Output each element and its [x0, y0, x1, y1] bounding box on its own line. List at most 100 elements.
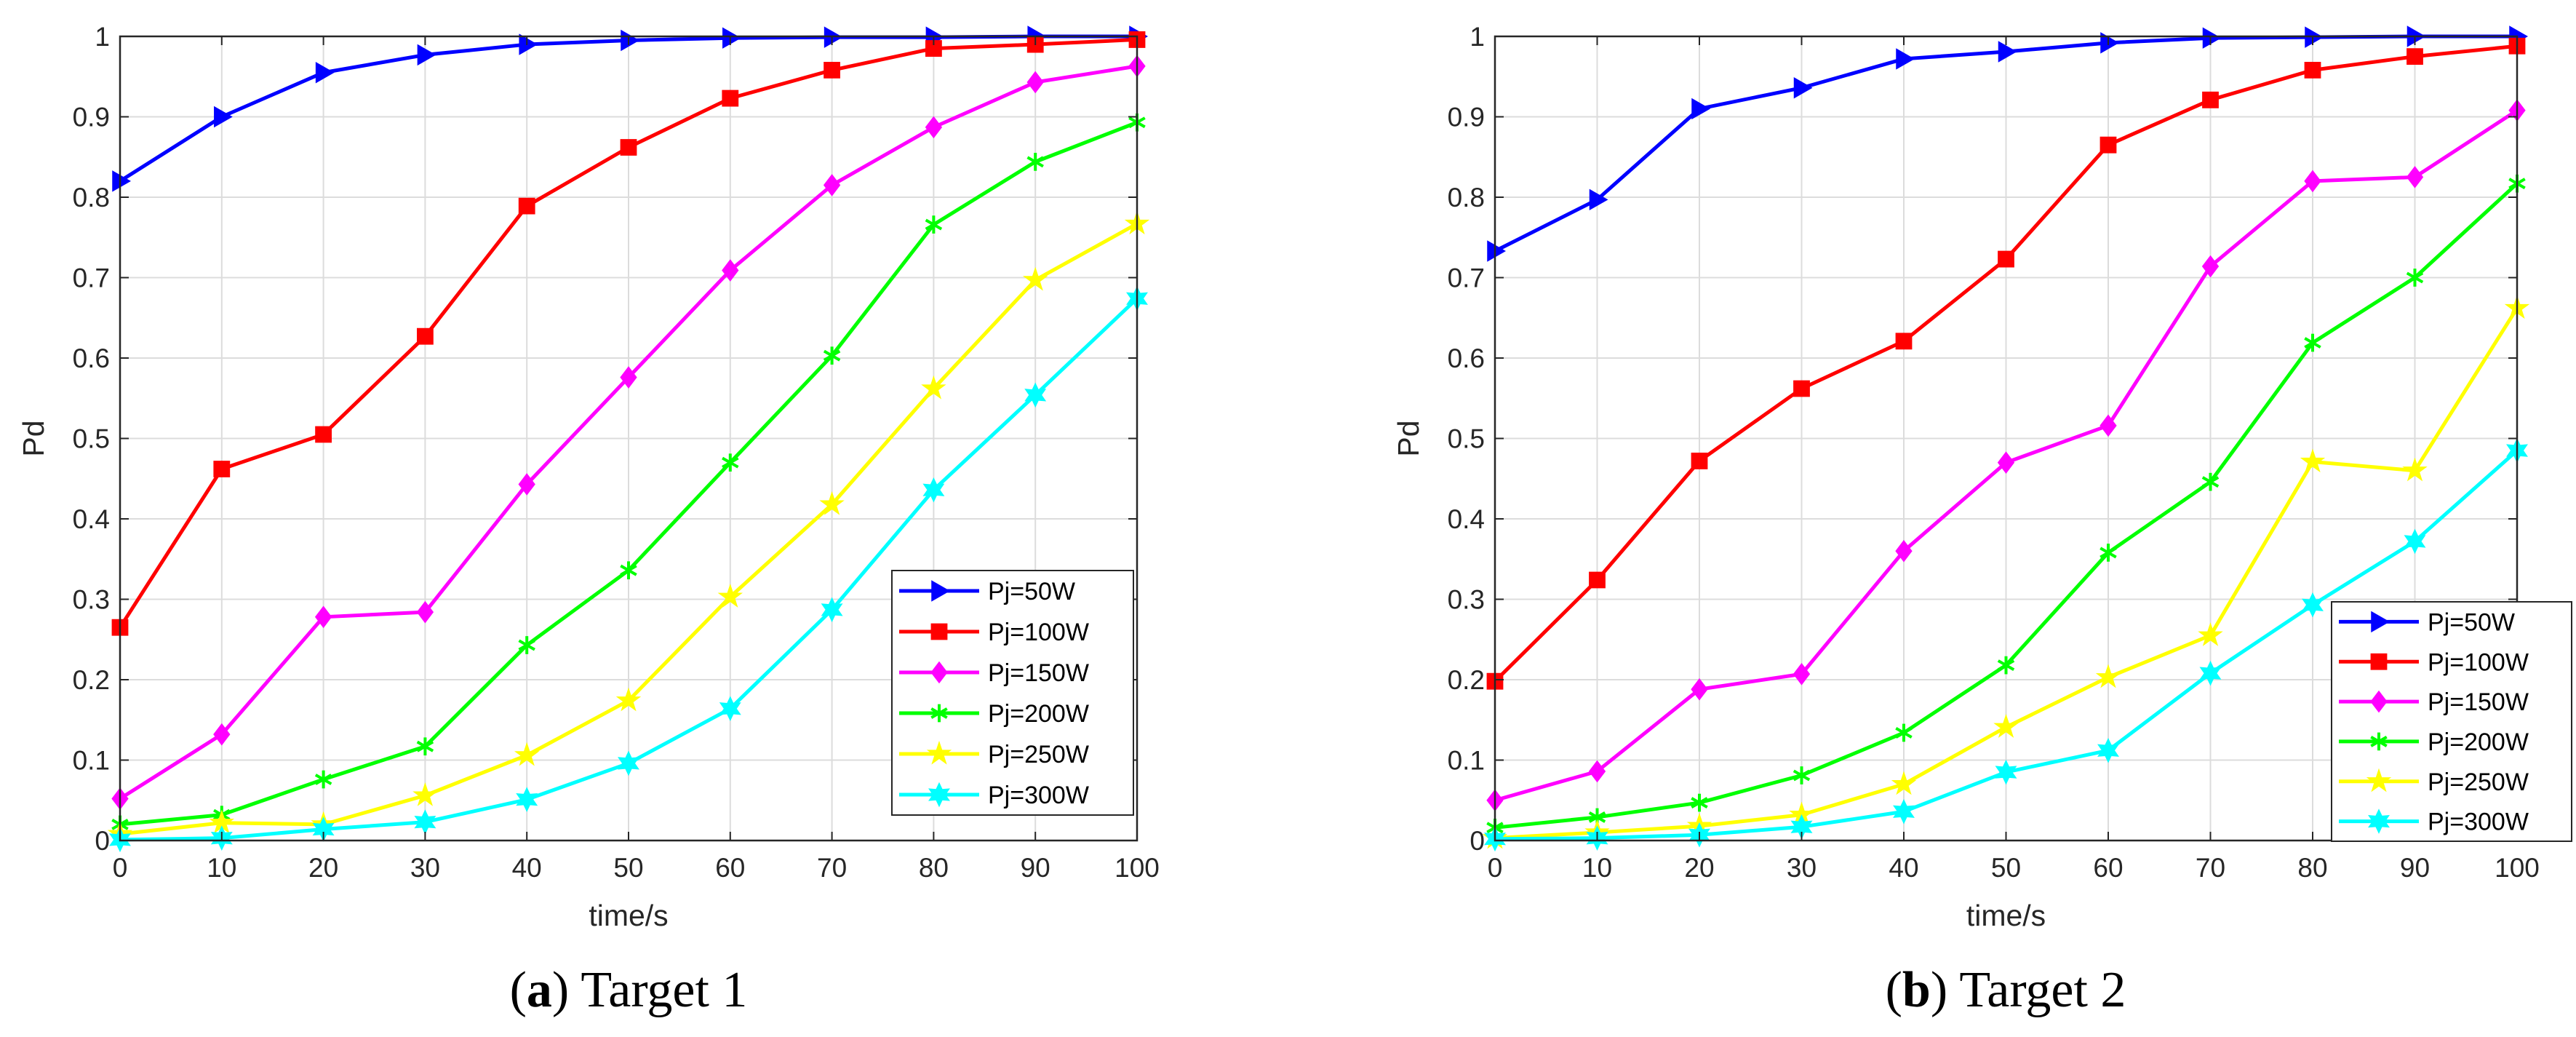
- x-tick-label: 30: [1787, 853, 1817, 883]
- x-tick-label: 100: [1114, 853, 1160, 883]
- data-point: [1793, 662, 1811, 686]
- y-tick-label: 0.3: [73, 585, 110, 615]
- data-point: [1895, 333, 1913, 350]
- data-point: [2202, 91, 2219, 108]
- legend-label: Pj=250W: [2428, 768, 2529, 796]
- x-tick-label: 60: [715, 853, 745, 883]
- data-point: [2097, 737, 2119, 763]
- data-point: [2406, 166, 2424, 188]
- x-tick-label: 10: [1582, 853, 1612, 883]
- y-tick-label: 0.5: [1448, 424, 1485, 454]
- x-tick-label: 40: [1889, 853, 1918, 883]
- legend-box: [2331, 601, 2572, 842]
- legend-item: Pj=50W: [899, 578, 1075, 605]
- data-point: [925, 40, 942, 57]
- data-point: [1997, 451, 2015, 474]
- legend-marker: [2371, 611, 2390, 633]
- data-point: [1024, 382, 1047, 408]
- data-point: [719, 696, 741, 722]
- data-point: [2304, 62, 2321, 79]
- data-point: [1691, 678, 1708, 701]
- data-point: [722, 27, 741, 49]
- series-Pj=100W: [1486, 37, 2526, 690]
- x-tick-label: 0: [113, 853, 128, 883]
- x-tick-label: 50: [1991, 853, 2021, 883]
- legend-label: Pj=200W: [988, 700, 1089, 728]
- data-point: [819, 491, 845, 515]
- x-tick-label: 40: [512, 853, 542, 883]
- data-point: [416, 600, 434, 624]
- legend-marker: [2370, 690, 2388, 713]
- x-tick-label: 80: [919, 853, 949, 883]
- caption-text: ) Target 2: [1931, 962, 2126, 1018]
- data-point: [314, 770, 332, 789]
- data-point: [519, 33, 538, 55]
- y-tick-label: 0: [1470, 826, 1485, 856]
- data-point: [1793, 380, 1810, 397]
- data-point: [2406, 269, 2424, 287]
- series-Pj=200W: [111, 113, 1146, 834]
- legend-marker: [930, 661, 948, 684]
- data-point: [214, 106, 233, 128]
- y-tick-label: 0.1: [73, 746, 110, 776]
- legend-marker: [926, 740, 952, 765]
- legend-item: Pj=150W: [899, 659, 1089, 687]
- data-point: [1691, 453, 1708, 469]
- data-point: [315, 426, 332, 443]
- legend-marker: [930, 623, 948, 640]
- data-point: [2199, 660, 2222, 686]
- legend-item: Pj=100W: [2339, 648, 2529, 676]
- y-tick-label: 0.6: [1448, 343, 1485, 373]
- data-point: [1793, 766, 1811, 784]
- data-point: [1793, 76, 1813, 99]
- data-point: [213, 723, 231, 746]
- data-point: [2100, 136, 2117, 154]
- data-point: [1895, 539, 1913, 563]
- figure-caption: (a) Target 1: [510, 962, 748, 1018]
- data-point: [416, 737, 434, 756]
- chart-panel-1: 0 10 20 30 40 50 60 70 80 90 100 0 0.1 0.2 0.3 0.4 0.5 0.…: [17, 22, 1160, 1018]
- y-tick-label: 0.8: [73, 183, 110, 212]
- data-point: [722, 259, 739, 282]
- data-point: [823, 346, 841, 365]
- legend-item: Pj=200W: [899, 700, 1089, 728]
- data-point: [824, 62, 840, 79]
- legend-item: Pj=200W: [2339, 728, 2529, 756]
- data-point: [2202, 27, 2222, 49]
- legend-box: [891, 570, 1134, 816]
- data-point: [1026, 153, 1044, 171]
- x-tick-label: 100: [2495, 853, 2540, 883]
- data-point: [213, 461, 231, 477]
- data-point: [2201, 255, 2220, 278]
- y-tick-label: 0.2: [1448, 665, 1485, 695]
- y-tick-label: 0.8: [1448, 183, 1485, 212]
- data-point: [314, 605, 332, 629]
- x-tick-label: 60: [2093, 853, 2123, 883]
- x-tick-label: 0: [1488, 853, 1503, 883]
- data-point: [518, 473, 535, 496]
- y-tick-label: 0.2: [73, 665, 110, 695]
- legend-item: Pj=250W: [2339, 768, 2529, 796]
- legend-marker: [2370, 732, 2388, 751]
- data-point: [2095, 664, 2121, 688]
- figure-caption: (b) Target 2: [1886, 962, 2126, 1018]
- y-tick-label: 0.7: [1448, 263, 1485, 293]
- y-tick-label: 0.7: [73, 263, 110, 293]
- series-Pj=150W: [111, 55, 1146, 810]
- legend-label: Pj=100W: [2428, 648, 2529, 676]
- legend-marker: [2370, 653, 2388, 670]
- data-point: [1588, 760, 1606, 783]
- legend-label: Pj=150W: [2428, 688, 2529, 716]
- y-tick-label: 0.1: [1448, 746, 1485, 776]
- x-axis-label: time/s: [589, 899, 668, 932]
- data-point: [2100, 32, 2120, 54]
- data-point: [514, 742, 540, 766]
- y-tick-label: 0.4: [1448, 504, 1485, 534]
- data-point: [1487, 240, 1507, 262]
- data-point: [1997, 656, 2015, 675]
- legend-item: Pj=100W: [899, 619, 1089, 646]
- legend-label: Pj=300W: [2428, 808, 2529, 836]
- legend-item: Pj=300W: [899, 782, 1089, 809]
- legend-marker: [931, 580, 951, 602]
